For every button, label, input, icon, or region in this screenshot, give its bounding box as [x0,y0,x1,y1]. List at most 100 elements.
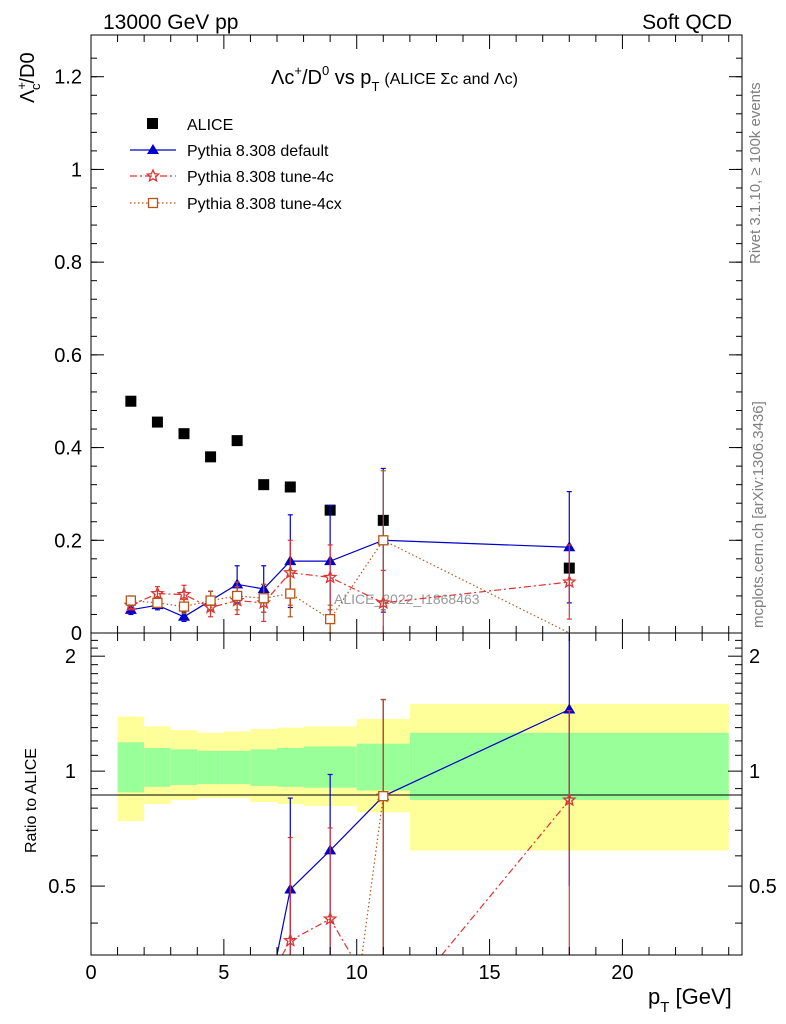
data-point [150,585,165,600]
main-y-axis-label-lambda: Λ [17,89,39,103]
inner-band-segment [117,742,145,793]
ratio-y-tick-label: 1 [65,761,76,783]
mcplots-label: mcplots.cern.ch [arXiv:1306.3436] [750,401,767,628]
series-3 [125,470,570,634]
header-right: Soft QCD [642,11,732,34]
inner-band-segment [277,747,304,787]
chart-title-sup1: + [294,63,302,78]
ratio-data-point [322,911,338,926]
series-line [130,539,570,618]
x-tick-labels: 0 5 10 15 20 [85,962,633,984]
ratio-y-tick-label-right: 1 [749,761,760,783]
ratio-series-line [361,796,384,956]
data-point [285,588,296,599]
data-point [258,479,270,491]
chart-title-paren: (ALICE Σc and Λc) [384,71,518,88]
chart-title-vs: vs p [329,67,371,89]
legend-marker-default [147,144,159,154]
data-point [178,601,190,612]
ratio-y-tick-label: 2 [65,646,76,668]
inner-band-segment [223,750,251,785]
data-point [178,428,190,440]
data-point [125,395,137,407]
inner-band-segment [170,749,198,785]
main-y-axis-label: Λ+c/D0 [14,52,43,103]
data-point [322,569,338,584]
data-point [231,590,243,602]
x-tick-label: 20 [611,962,633,984]
main-axis-ticks [90,35,742,634]
ratio-y-tick-labels: 0.5 0.5 1 1 2 2 [48,646,777,898]
main-data-layer [123,395,577,634]
legend-label-default: Pythia 8.308 default [187,143,329,160]
series-2 [123,539,577,634]
main-y-tick-label: 1.2 [54,67,82,89]
data-point [205,595,216,606]
data-point [152,597,163,609]
x-tick-label: 10 [346,962,368,984]
ratio-y-tick-label-right: 0.5 [749,876,777,898]
ratio-axis-ticks [90,633,742,955]
ratio-uncertainty-bands [117,703,729,851]
data-point [205,451,217,463]
x-tick-label: 0 [85,962,96,984]
main-y-tick-label: 1 [71,159,82,181]
main-y-tick-label: 0.8 [54,252,82,274]
x-tick-label: 15 [478,962,500,984]
ratio-panel: 0.5 0.5 1 1 2 2 0 5 10 15 20 Ratio to ALICE pT [G… [23,632,777,1016]
legend-label-alice: ALICE [187,117,233,134]
main-y-tick-label: 0.6 [54,345,82,367]
chart-title-sup2: 0 [322,63,329,78]
data-point [378,535,389,546]
main-y-axis-label-rest: /D0 [17,52,39,83]
main-y-axis-label-sub: c [28,83,43,90]
x-axis-label-sub: T [660,999,669,1016]
watermark-label: ALICE_2022_I1868463 [334,591,480,607]
data-point [284,481,296,493]
ratio-data-point [282,932,298,947]
chart-title: Λc+/D0 vs pT (ALICE Σc and Λc) [271,63,518,94]
inner-band-segment [197,750,224,785]
main-y-axis-label-sup: + [14,82,29,90]
data-point [324,613,336,625]
chart-title-main: Λc [271,67,294,89]
data-point [561,574,577,589]
legend-label-tune4cx: Pythia 8.308 tune-4cx [187,196,342,213]
main-y-tick-label: 0 [71,623,82,645]
ratio-series-2 [361,698,389,956]
main-y-tick-label: 0.4 [54,438,82,460]
ratio-y-axis-label: Ratio to ALICE [23,748,40,853]
x-tick-label: 5 [218,962,229,984]
series-0 [125,395,575,574]
data-point [231,435,243,447]
legend-marker-tune4cx [147,197,159,209]
main-y-tick-labels: 0 0.2 0.4 0.6 0.8 1 1.2 [54,67,82,645]
main-panel: 00.20.40.60.811.2 Λ+c/D0 Λc+/D0 vs pT (AL… [14,34,743,645]
header-left: 13000 GeV pp [103,11,238,34]
data-point [151,416,163,428]
ratio-data-point [378,790,389,802]
legend-label-tune4c: Pythia 8.308 tune-4c [187,169,334,186]
ratio-y-tick-label-right: 2 [749,646,760,668]
x-axis-label-unit: [GeV] [669,984,731,1009]
legend-marker-alice [147,118,158,129]
ratio-series-line [441,799,570,956]
series-line [130,572,570,609]
ratio-data-layer [276,633,577,956]
series-line [130,539,570,634]
main-y-tick-label: 0.2 [54,530,82,552]
legend-marker-tune4c [145,168,161,183]
ratio-y-tick-label: 0.5 [48,876,76,898]
data-point [176,586,192,601]
chart-title-sub: T [371,79,379,94]
legend: ALICE Pythia 8.308 default Pythia 8.308 … [130,117,342,213]
x-axis-label: pT [GeV] [648,984,732,1016]
rivet-version-label: Rivet 3.1.10, ≥ 100k events [747,82,764,264]
chart-title-mid: /D [302,67,322,89]
data-point [125,595,137,606]
x-axis-label-p: p [648,984,660,1009]
inner-band-segment [144,747,171,787]
ratio-panel-frame [90,632,743,956]
data-point [258,593,269,604]
